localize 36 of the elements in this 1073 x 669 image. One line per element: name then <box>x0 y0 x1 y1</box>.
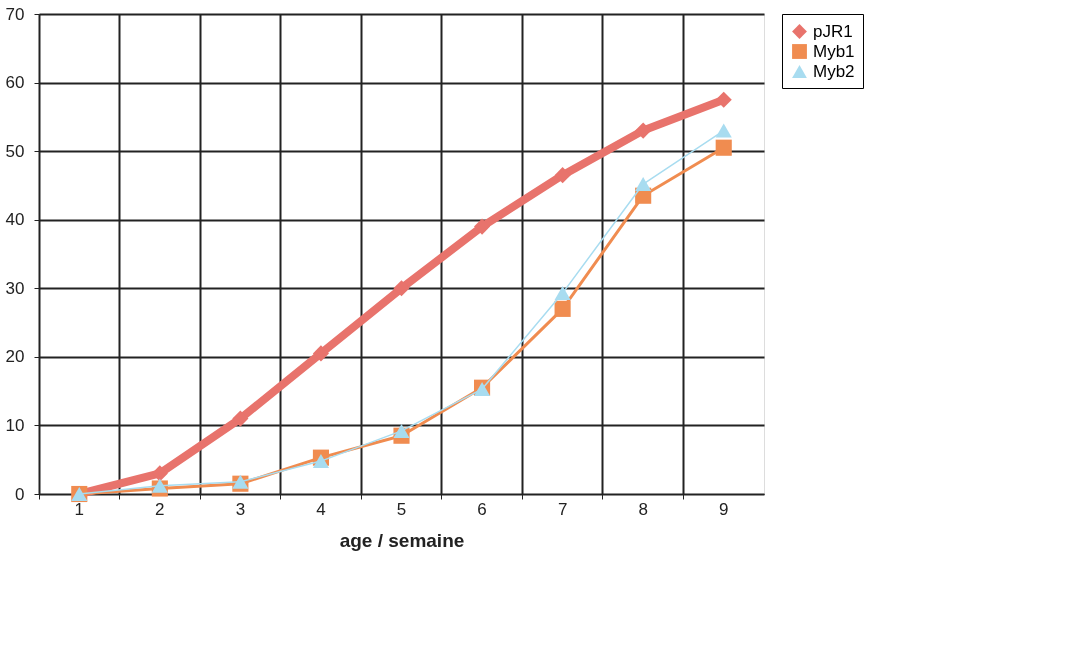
x-tick-label: 1 <box>74 499 85 519</box>
point <box>715 123 732 138</box>
x-tick-label: 3 <box>235 499 246 519</box>
x-tick-label: 9 <box>718 499 729 519</box>
point <box>554 286 571 301</box>
legend-label: pJR1 <box>813 21 853 41</box>
y-tick-label: 40 <box>5 210 25 230</box>
x-tick-label: 4 <box>316 499 326 519</box>
point <box>232 410 249 427</box>
point <box>312 345 330 362</box>
y-tick-label: 60 <box>5 73 25 93</box>
x-tick-label: 6 <box>477 499 487 519</box>
x-tick-label: 5 <box>396 499 407 519</box>
y-tick-label: 50 <box>5 141 25 161</box>
point <box>715 91 732 108</box>
y-tick-label: 10 <box>5 415 25 435</box>
point <box>554 300 571 317</box>
y-tick-label: 0 <box>15 484 25 504</box>
point <box>473 218 491 235</box>
point <box>312 454 330 469</box>
legend-label: Myb1 <box>813 41 855 61</box>
point <box>635 177 652 192</box>
x-tick-label: 2 <box>155 499 165 519</box>
x-tick-label: 7 <box>557 499 568 519</box>
y-tick-label: 30 <box>5 278 25 298</box>
point <box>715 139 732 156</box>
point <box>554 167 571 184</box>
x-tick-label: 8 <box>638 499 648 519</box>
x-axis-title: age / semaine <box>339 529 465 551</box>
y-tick-label: 20 <box>5 347 25 367</box>
point <box>635 122 652 139</box>
point <box>393 423 410 438</box>
point <box>151 478 168 493</box>
point <box>393 280 410 297</box>
legend-label: Myb2 <box>813 61 855 81</box>
y-tick-label: 70 <box>5 4 25 24</box>
